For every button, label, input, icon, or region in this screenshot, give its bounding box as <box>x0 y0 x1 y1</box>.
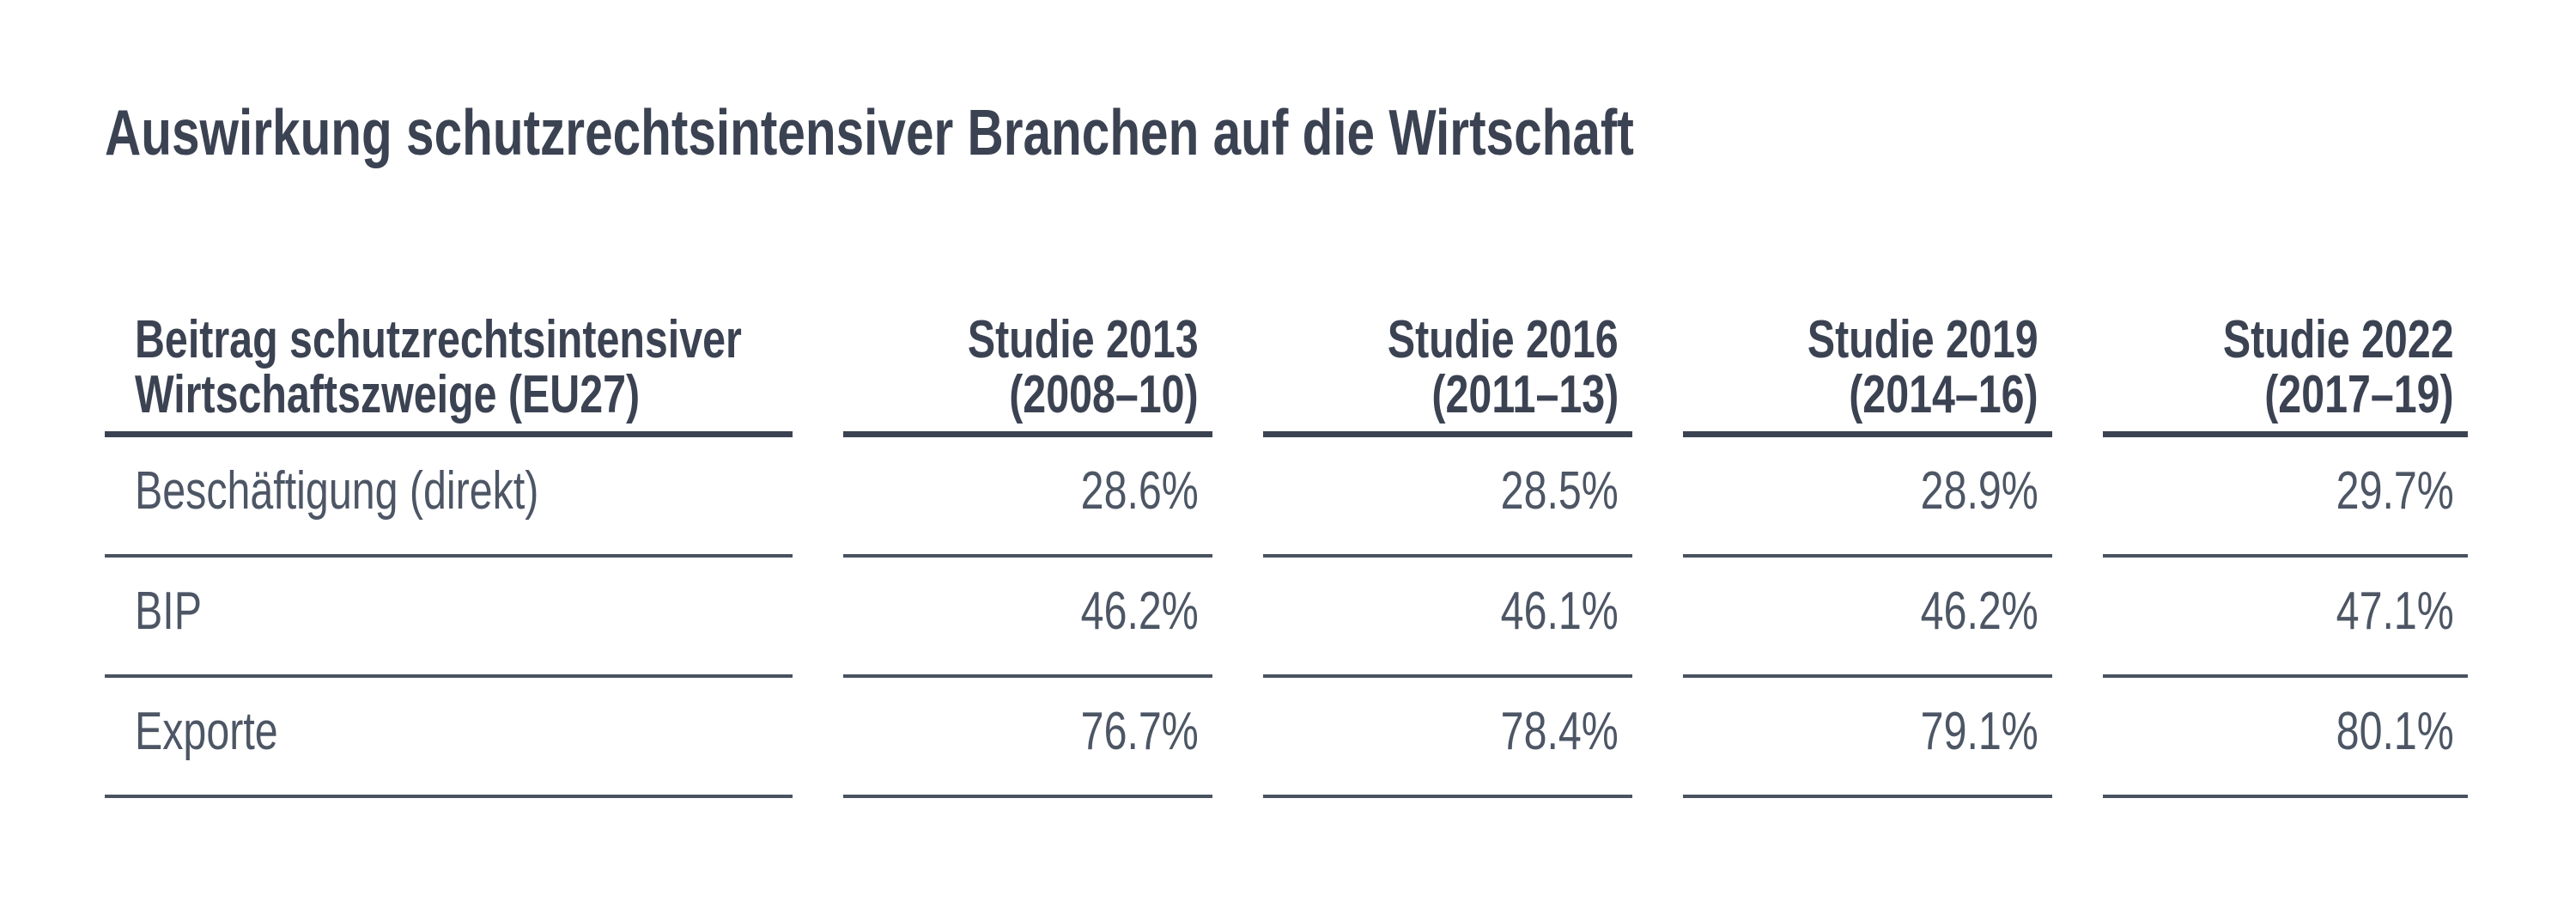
column-header-row-label: Beitrag schutzrechtsintensiver Wirtschaf… <box>105 292 793 437</box>
studie-2016-period: (2011–13) <box>1431 365 1619 424</box>
studie-2022-period: (2017–19) <box>2264 365 2454 424</box>
row-label-bip: BIP <box>105 558 793 678</box>
header-line1-wrap: Studie 2013 <box>843 313 1199 368</box>
row-header-line2-wrap: Wirtschaftszweige (EU27) <box>135 368 793 423</box>
cell-beschaeftigung-2016: 28.5% <box>1263 437 1632 558</box>
cell-value: 46.2% <box>1920 582 2038 641</box>
cell-beschaeftigung-2013: 28.6% <box>843 437 1212 558</box>
column-header-studie-2022: Studie 2022 (2017–19) <box>2103 292 2468 437</box>
row-header-line2: Wirtschaftszweige (EU27) <box>135 365 641 424</box>
column-header-studie-2019: Studie 2019 (2014–16) <box>1683 292 2052 437</box>
cell-value: 28.5% <box>1500 461 1619 521</box>
cell-bip-2019: 46.2% <box>1683 558 2052 678</box>
header-line2-wrap: (2011–13) <box>1263 368 1619 423</box>
cell-beschaeftigung-2019: 28.9% <box>1683 437 2052 558</box>
studie-2019-period: (2014–16) <box>1849 365 2038 424</box>
cell-exporte-2013: 76.7% <box>843 678 1212 798</box>
studie-2022-label: Studie 2022 <box>2223 310 2454 369</box>
studie-2016-label: Studie 2016 <box>1388 310 1619 369</box>
cell-beschaeftigung-2022: 29.7% <box>2103 437 2468 558</box>
header-line1-wrap: Studie 2016 <box>1263 313 1619 368</box>
cell-exporte-2016: 78.4% <box>1263 678 1632 798</box>
header-line2-wrap: (2008–10) <box>843 368 1199 423</box>
cell-value: 29.7% <box>2336 461 2454 521</box>
row-label-text: BIP <box>135 582 202 641</box>
cell-value: 28.9% <box>1920 461 2038 521</box>
cell-bip-2016: 46.1% <box>1263 558 1632 678</box>
data-table: Beitrag schutzrechtsintensiver Wirtschaf… <box>105 292 2468 798</box>
cell-value: 76.7% <box>1080 702 1199 761</box>
cell-value: 47.1% <box>2336 582 2454 641</box>
row-label-text: Exporte <box>135 702 278 761</box>
cell-value: 46.1% <box>1500 582 1619 641</box>
cell-bip-2022: 47.1% <box>2103 558 2468 678</box>
cell-value: 78.4% <box>1500 702 1619 761</box>
studie-2019-label: Studie 2019 <box>1807 310 2038 369</box>
row-header-line1: Beitrag schutzrechtsintensiver <box>135 310 742 369</box>
row-label-exporte: Exporte <box>105 678 793 798</box>
studie-2013-period: (2008–10) <box>1009 365 1199 424</box>
cell-exporte-2019: 79.1% <box>1683 678 2052 798</box>
cell-value: 80.1% <box>2336 702 2454 761</box>
column-header-studie-2016: Studie 2016 (2011–13) <box>1263 292 1632 437</box>
cell-value: 79.1% <box>1920 702 2038 761</box>
page-title: Auswirkung schutzrechtsintensiver Branch… <box>105 96 2065 168</box>
page-title-text: Auswirkung schutzrechtsintensiver Branch… <box>105 96 1634 168</box>
header-line1-wrap: Studie 2022 <box>2103 313 2454 368</box>
cell-value: 46.2% <box>1080 582 1199 641</box>
header-line2-wrap: (2017–19) <box>2103 368 2454 423</box>
header-line1-wrap: Studie 2019 <box>1683 313 2038 368</box>
cell-value: 28.6% <box>1080 461 1199 521</box>
studie-2013-label: Studie 2013 <box>968 310 1199 369</box>
cell-bip-2013: 46.2% <box>843 558 1212 678</box>
row-label-text: Beschäftigung (direkt) <box>135 461 539 521</box>
column-header-studie-2013: Studie 2013 (2008–10) <box>843 292 1212 437</box>
cell-exporte-2022: 80.1% <box>2103 678 2468 798</box>
header-line2-wrap: (2014–16) <box>1683 368 2038 423</box>
row-label-beschaeftigung: Beschäftigung (direkt) <box>105 437 793 558</box>
row-header-line1-wrap: Beitrag schutzrechtsintensiver <box>135 313 793 368</box>
